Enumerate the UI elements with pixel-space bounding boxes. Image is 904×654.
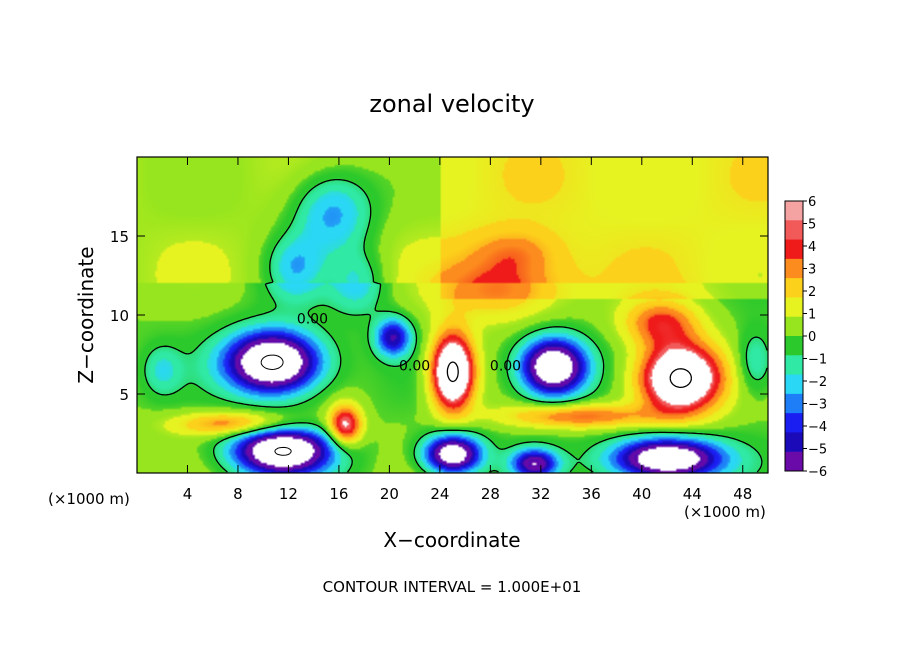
colorbar-tick-label: 6 [808,195,816,210]
colorbar-swatch [785,374,803,395]
y-axis: 5 10 15 [110,228,768,404]
y-axis-title: Z−coordinate [74,246,98,383]
x-axis-unit-left: (×1000 m) [48,490,130,508]
colorbar-swatch [785,220,803,241]
x-tick-label: 48 [733,485,752,503]
colorbar-tick-label: −3 [808,398,827,413]
colorbar-tick-label: −2 [808,375,827,390]
x-tick-label: 32 [531,485,550,503]
colorbar-swatch [785,239,803,260]
colorbar-swatch [785,297,803,318]
colorbar: 6 5 4 3 2 1 0 −1 −2 −3 −4 −5 −6 [784,195,827,480]
contour-interval-note: CONTOUR INTERVAL = 1.000E+01 [323,578,582,596]
colorbar-tick-label: −5 [808,443,827,458]
x-tick-label: 28 [481,485,500,503]
x-tick-label: 44 [683,485,702,503]
y-tick-label: 10 [110,307,129,325]
x-tick-label: 8 [233,485,243,503]
plot-area: 0.00 0.00 0.00 [136,156,769,474]
y-tick-label: 5 [119,386,129,404]
x-tick-label: 4 [183,485,193,503]
colorbar-tick-label: −6 [808,465,827,480]
y-tick-label: 15 [110,228,129,246]
x-tick-label: 40 [632,485,651,503]
chart-title: zonal velocity [369,90,534,118]
colorbar-tick-label: 2 [808,285,816,300]
x-axis-unit-right: (×1000 m) [684,503,766,521]
colorbar-swatch [785,201,803,221]
colorbar-swatch [785,413,803,433]
colorbar-tick-label: −4 [808,420,827,435]
colorbar-swatch [785,451,803,472]
x-tick-label: 20 [380,485,399,503]
contour-label: 0.00 [399,359,430,375]
contour-label: 0.00 [490,359,521,375]
contour-label: 0.00 [297,311,328,327]
colorbar-swatch [785,336,803,356]
x-axis-title: X−coordinate [383,528,520,552]
colorbar-swatch [785,432,803,453]
colorbar-swatch [785,393,803,414]
x-axis: 4 8 12 16 20 24 28 32 36 40 44 48 [183,157,752,503]
x-tick-label: 24 [430,485,449,503]
colorbar-swatch [785,258,803,279]
colorbar-tick-label: 0 [808,330,816,345]
colorbar-tick-label: 4 [808,240,816,255]
colorbar-tick-label: 5 [808,218,816,233]
x-tick-label: 36 [582,485,601,503]
colorbar-tick-label: 3 [808,263,816,278]
contour-lines [144,178,768,473]
velocity-field-image [137,157,768,473]
x-tick-label: 16 [329,485,348,503]
colorbar-tick-label: −1 [808,353,827,368]
contour-line-zero [144,178,768,473]
colorbar-swatch [785,316,803,337]
contour-labels: 0.00 0.00 0.00 [297,311,521,375]
colorbar-swatch [785,278,803,298]
contour-line-zero [446,361,693,389]
colorbar-tick-label: 1 [808,308,816,323]
contour-line-negative [260,354,292,456]
colorbar-swatch [785,355,803,376]
x-tick-label: 12 [279,485,298,503]
